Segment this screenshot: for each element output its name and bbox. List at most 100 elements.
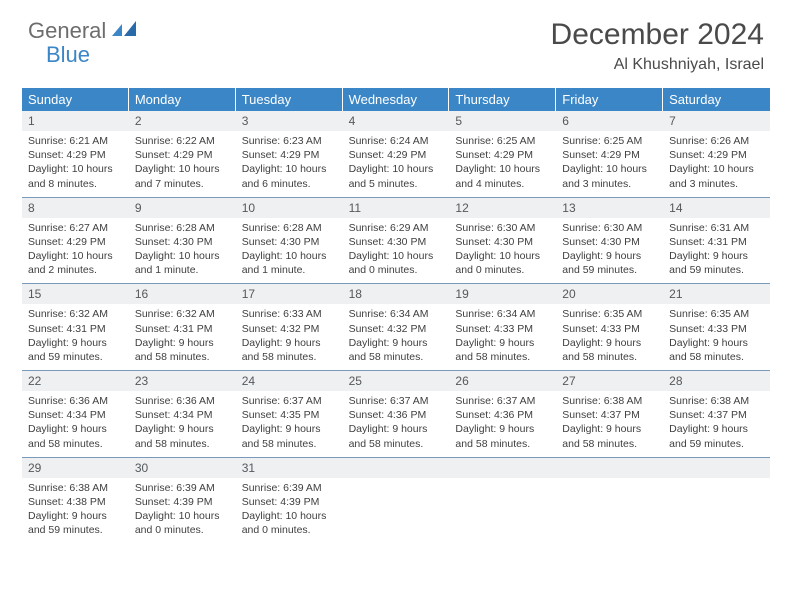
- day-number: 10: [236, 198, 343, 218]
- day-body: Sunrise: 6:34 AMSunset: 4:32 PMDaylight:…: [343, 304, 450, 370]
- day-number: 17: [236, 284, 343, 304]
- calendar-cell: 2Sunrise: 6:22 AMSunset: 4:29 PMDaylight…: [129, 111, 236, 197]
- day-body: Sunrise: 6:36 AMSunset: 4:34 PMDaylight:…: [22, 391, 129, 457]
- title-block: December 2024 Al Khushniyah, Israel: [551, 18, 764, 74]
- calendar-cell: 15Sunrise: 6:32 AMSunset: 4:31 PMDayligh…: [22, 284, 129, 370]
- day-body: [663, 478, 770, 538]
- calendar-cell: 14Sunrise: 6:31 AMSunset: 4:31 PMDayligh…: [663, 198, 770, 284]
- calendar-cell: 29Sunrise: 6:38 AMSunset: 4:38 PMDayligh…: [22, 458, 129, 544]
- day-body: Sunrise: 6:31 AMSunset: 4:31 PMDaylight:…: [663, 218, 770, 284]
- day-body: Sunrise: 6:21 AMSunset: 4:29 PMDaylight:…: [22, 131, 129, 197]
- day-body: Sunrise: 6:32 AMSunset: 4:31 PMDaylight:…: [22, 304, 129, 370]
- calendar-cell: 16Sunrise: 6:32 AMSunset: 4:31 PMDayligh…: [129, 284, 236, 370]
- logo-text-general: General: [28, 18, 106, 44]
- day-body: Sunrise: 6:24 AMSunset: 4:29 PMDaylight:…: [343, 131, 450, 197]
- day-body: Sunrise: 6:30 AMSunset: 4:30 PMDaylight:…: [556, 218, 663, 284]
- day-body: Sunrise: 6:22 AMSunset: 4:29 PMDaylight:…: [129, 131, 236, 197]
- day-number: 26: [449, 371, 556, 391]
- calendar-cell: 23Sunrise: 6:36 AMSunset: 4:34 PMDayligh…: [129, 371, 236, 457]
- calendar-cell: 6Sunrise: 6:25 AMSunset: 4:29 PMDaylight…: [556, 111, 663, 197]
- calendar: SundayMondayTuesdayWednesdayThursdayFrid…: [22, 88, 770, 543]
- day-number: [449, 458, 556, 478]
- day-body: [556, 478, 663, 538]
- calendar-cell: 18Sunrise: 6:34 AMSunset: 4:32 PMDayligh…: [343, 284, 450, 370]
- logo-icon: [112, 20, 138, 43]
- day-number: 25: [343, 371, 450, 391]
- calendar-cell-empty: [449, 458, 556, 544]
- day-body: Sunrise: 6:23 AMSunset: 4:29 PMDaylight:…: [236, 131, 343, 197]
- day-body: Sunrise: 6:25 AMSunset: 4:29 PMDaylight:…: [449, 131, 556, 197]
- day-body: Sunrise: 6:34 AMSunset: 4:33 PMDaylight:…: [449, 304, 556, 370]
- day-number: 31: [236, 458, 343, 478]
- day-number: [343, 458, 450, 478]
- day-number: 5: [449, 111, 556, 131]
- day-body: [343, 478, 450, 538]
- calendar-cell: 30Sunrise: 6:39 AMSunset: 4:39 PMDayligh…: [129, 458, 236, 544]
- day-header-cell: Thursday: [449, 88, 556, 111]
- calendar-cell: 20Sunrise: 6:35 AMSunset: 4:33 PMDayligh…: [556, 284, 663, 370]
- calendar-week: 1Sunrise: 6:21 AMSunset: 4:29 PMDaylight…: [22, 111, 770, 198]
- calendar-cell: 27Sunrise: 6:38 AMSunset: 4:37 PMDayligh…: [556, 371, 663, 457]
- calendar-cell: 25Sunrise: 6:37 AMSunset: 4:36 PMDayligh…: [343, 371, 450, 457]
- day-header-cell: Monday: [129, 88, 236, 111]
- day-number: 28: [663, 371, 770, 391]
- calendar-cell: 8Sunrise: 6:27 AMSunset: 4:29 PMDaylight…: [22, 198, 129, 284]
- calendar-cell: 9Sunrise: 6:28 AMSunset: 4:30 PMDaylight…: [129, 198, 236, 284]
- calendar-cell: 21Sunrise: 6:35 AMSunset: 4:33 PMDayligh…: [663, 284, 770, 370]
- calendar-cell: 3Sunrise: 6:23 AMSunset: 4:29 PMDaylight…: [236, 111, 343, 197]
- day-number: 2: [129, 111, 236, 131]
- calendar-cell: 22Sunrise: 6:36 AMSunset: 4:34 PMDayligh…: [22, 371, 129, 457]
- day-body: Sunrise: 6:35 AMSunset: 4:33 PMDaylight:…: [663, 304, 770, 370]
- day-body: Sunrise: 6:38 AMSunset: 4:38 PMDaylight:…: [22, 478, 129, 544]
- day-header-row: SundayMondayTuesdayWednesdayThursdayFrid…: [22, 88, 770, 111]
- calendar-week: 22Sunrise: 6:36 AMSunset: 4:34 PMDayligh…: [22, 371, 770, 458]
- day-number: 1: [22, 111, 129, 131]
- day-number: 7: [663, 111, 770, 131]
- day-number: 19: [449, 284, 556, 304]
- logo-text-blue: Blue: [46, 42, 90, 68]
- day-number: 30: [129, 458, 236, 478]
- day-body: Sunrise: 6:39 AMSunset: 4:39 PMDaylight:…: [129, 478, 236, 544]
- calendar-cell: 26Sunrise: 6:37 AMSunset: 4:36 PMDayligh…: [449, 371, 556, 457]
- calendar-cell-empty: [343, 458, 450, 544]
- day-number: 9: [129, 198, 236, 218]
- calendar-cell: 1Sunrise: 6:21 AMSunset: 4:29 PMDaylight…: [22, 111, 129, 197]
- page-title: December 2024: [551, 18, 764, 52]
- calendar-cell: 11Sunrise: 6:29 AMSunset: 4:30 PMDayligh…: [343, 198, 450, 284]
- day-header-cell: Wednesday: [343, 88, 450, 111]
- day-body: Sunrise: 6:32 AMSunset: 4:31 PMDaylight:…: [129, 304, 236, 370]
- day-number: [663, 458, 770, 478]
- calendar-cell: 12Sunrise: 6:30 AMSunset: 4:30 PMDayligh…: [449, 198, 556, 284]
- day-body: Sunrise: 6:36 AMSunset: 4:34 PMDaylight:…: [129, 391, 236, 457]
- day-body: Sunrise: 6:30 AMSunset: 4:30 PMDaylight:…: [449, 218, 556, 284]
- day-number: 18: [343, 284, 450, 304]
- calendar-week: 8Sunrise: 6:27 AMSunset: 4:29 PMDaylight…: [22, 198, 770, 285]
- day-body: Sunrise: 6:28 AMSunset: 4:30 PMDaylight:…: [236, 218, 343, 284]
- day-body: Sunrise: 6:37 AMSunset: 4:36 PMDaylight:…: [343, 391, 450, 457]
- day-header-cell: Friday: [556, 88, 663, 111]
- day-body: [449, 478, 556, 538]
- day-number: 4: [343, 111, 450, 131]
- day-body: Sunrise: 6:29 AMSunset: 4:30 PMDaylight:…: [343, 218, 450, 284]
- calendar-cell: 4Sunrise: 6:24 AMSunset: 4:29 PMDaylight…: [343, 111, 450, 197]
- day-number: 6: [556, 111, 663, 131]
- calendar-cell: 24Sunrise: 6:37 AMSunset: 4:35 PMDayligh…: [236, 371, 343, 457]
- calendar-cell: 5Sunrise: 6:25 AMSunset: 4:29 PMDaylight…: [449, 111, 556, 197]
- location-label: Al Khushniyah, Israel: [551, 56, 764, 74]
- day-header-cell: Tuesday: [236, 88, 343, 111]
- calendar-week: 29Sunrise: 6:38 AMSunset: 4:38 PMDayligh…: [22, 458, 770, 544]
- day-number: 22: [22, 371, 129, 391]
- day-number: 14: [663, 198, 770, 218]
- calendar-cell: 13Sunrise: 6:30 AMSunset: 4:30 PMDayligh…: [556, 198, 663, 284]
- day-number: 16: [129, 284, 236, 304]
- day-body: Sunrise: 6:33 AMSunset: 4:32 PMDaylight:…: [236, 304, 343, 370]
- calendar-cell: 19Sunrise: 6:34 AMSunset: 4:33 PMDayligh…: [449, 284, 556, 370]
- header: General Blue December 2024 Al Khushniyah…: [0, 0, 792, 82]
- day-body: Sunrise: 6:28 AMSunset: 4:30 PMDaylight:…: [129, 218, 236, 284]
- day-header-cell: Sunday: [22, 88, 129, 111]
- day-number: 3: [236, 111, 343, 131]
- day-number: 23: [129, 371, 236, 391]
- calendar-cell: 7Sunrise: 6:26 AMSunset: 4:29 PMDaylight…: [663, 111, 770, 197]
- day-number: 15: [22, 284, 129, 304]
- day-number: 20: [556, 284, 663, 304]
